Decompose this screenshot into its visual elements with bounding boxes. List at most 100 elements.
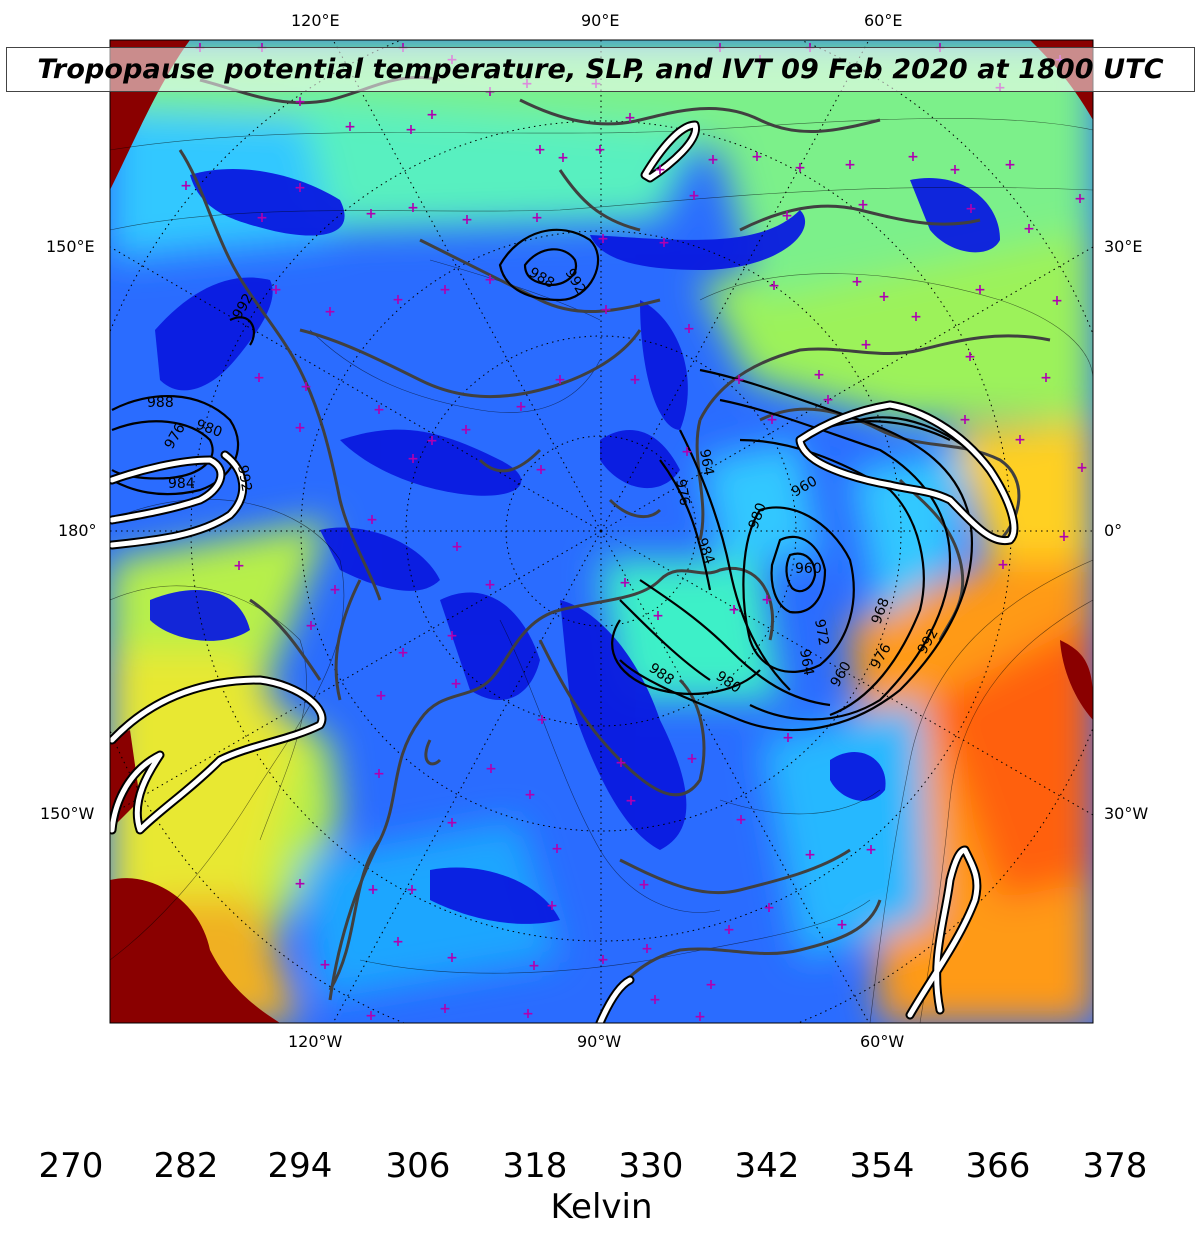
lon-label-top-60e: 60°E xyxy=(864,11,903,30)
station-marker: + xyxy=(822,392,834,408)
station-marker: + xyxy=(392,292,404,308)
colorbar-tick-label: 366 xyxy=(965,1146,1031,1186)
station-marker: + xyxy=(324,304,336,320)
station-marker: + xyxy=(524,787,536,803)
station-marker: + xyxy=(180,178,192,194)
station-marker: + xyxy=(865,842,877,858)
station-marker: + xyxy=(878,289,890,305)
station-marker: + xyxy=(600,302,612,318)
station-marker: + xyxy=(546,898,558,914)
lon-label-left-150e: 150°E xyxy=(46,237,95,256)
colorbar-tick-label: 306 xyxy=(385,1146,451,1186)
theta-field: + + + + + + + + + + + + + + + + + + + + + + + + + + + + + + + + + + + + + + + +… xyxy=(110,40,1093,1024)
coastlines xyxy=(178,75,1051,1023)
station-marker: + xyxy=(964,349,976,365)
station-marker: + xyxy=(439,1001,451,1017)
station-marker: + xyxy=(406,882,418,898)
slp-label: 992 xyxy=(234,464,254,493)
station-marker: + xyxy=(1014,432,1026,448)
station-marker: + xyxy=(949,162,961,178)
station-marker: + xyxy=(531,210,543,226)
lon-label-bottom-120w: 120°W xyxy=(288,1032,343,1051)
station-marker: + xyxy=(733,372,745,388)
lon-label-right-30w: 30°W xyxy=(1104,804,1149,823)
station-marker: + xyxy=(751,149,763,165)
station-marker: + xyxy=(766,412,778,428)
station-marker: + xyxy=(484,272,496,288)
station-marker: + xyxy=(965,201,977,217)
station-marker: + xyxy=(638,877,650,893)
station-marker: + xyxy=(270,282,282,298)
station-marker: + xyxy=(624,110,636,126)
station-marker: + xyxy=(1058,529,1070,545)
station-marker: + xyxy=(723,922,735,938)
station-marker: + xyxy=(782,730,794,746)
station-marker: + xyxy=(761,592,773,608)
plot-title: Tropopause potential temperature, SLP, a… xyxy=(37,54,1164,85)
station-marker: + xyxy=(735,812,747,828)
station-marker: + xyxy=(294,94,306,110)
lon-label-left-180: 180° xyxy=(58,521,97,540)
station-marker: + xyxy=(844,157,856,173)
colorbar-label: Kelvin xyxy=(550,1187,653,1227)
station-marker: + xyxy=(728,602,740,618)
station-marker: + xyxy=(597,952,609,968)
station-marker: + xyxy=(707,152,719,168)
station-marker: + xyxy=(446,815,458,831)
station-marker: + xyxy=(813,367,825,383)
lon-label-bottom-60w: 60°W xyxy=(860,1032,905,1051)
station-marker: + xyxy=(256,210,268,226)
station-marker: + xyxy=(658,235,670,251)
colorbar-tick-label: 354 xyxy=(849,1146,915,1186)
station-marker: + xyxy=(705,977,717,993)
lon-label-left-150w: 150°W xyxy=(40,804,95,823)
station-marker: + xyxy=(365,1008,377,1024)
station-marker: + xyxy=(683,321,695,337)
station-marker: + xyxy=(1074,191,1086,207)
station-marker: + xyxy=(373,766,385,782)
station-marker: + xyxy=(959,412,971,428)
polar-stereographic-map: + + + + + + + + + + + + + + + + + + + + + + + + + + + + + + + + + + + + + + + +… xyxy=(109,39,1094,1024)
slp-label: 964 xyxy=(796,648,816,677)
station-marker: + xyxy=(1023,221,1035,237)
station-marker: + xyxy=(367,882,379,898)
station-marker: + xyxy=(686,751,698,767)
station-marker: + xyxy=(554,372,566,388)
station-marker: + xyxy=(615,755,627,771)
slp-label: 984 xyxy=(168,476,195,492)
station-marker: + xyxy=(551,841,563,857)
station-marker: + xyxy=(654,162,666,178)
colorbar-tick-label: 294 xyxy=(267,1146,333,1186)
station-marker: + xyxy=(974,282,986,298)
station-marker: + xyxy=(484,577,496,593)
station-marker: + xyxy=(461,212,473,228)
station-marker: + xyxy=(407,200,419,216)
lon-label-right-0: 0° xyxy=(1104,521,1123,540)
station-marker: + xyxy=(1040,370,1052,386)
station-marker: + xyxy=(329,582,341,598)
slp-label: 988 xyxy=(147,395,174,411)
surface-station-markers: + + + + + + + + + + + + + + + + + + + + + + + + + + + + + + + + + + + + + + + +… xyxy=(180,40,1088,1024)
station-marker: + xyxy=(365,206,377,222)
station-marker: + xyxy=(536,712,548,728)
station-marker: + xyxy=(641,941,653,957)
slp-contours xyxy=(111,228,981,732)
slp-label: 964 xyxy=(696,448,716,477)
map-frame xyxy=(109,39,1094,1024)
slp-label: 960 xyxy=(795,561,822,577)
station-marker: + xyxy=(294,876,306,892)
station-marker: + xyxy=(375,688,387,704)
station-marker: + xyxy=(528,958,540,974)
station-marker: + xyxy=(688,188,700,204)
station-marker: + xyxy=(344,119,356,135)
colorbar-tick-label: 342 xyxy=(734,1146,800,1186)
station-marker: + xyxy=(1076,460,1088,476)
station-marker: + xyxy=(619,575,631,591)
station-marker: + xyxy=(535,462,547,478)
station-marker: + xyxy=(594,142,606,158)
station-marker: + xyxy=(781,208,793,224)
station-marker: + xyxy=(1004,157,1016,173)
colorbar-tick-label: 330 xyxy=(618,1146,684,1186)
station-marker: + xyxy=(407,451,419,467)
station-marker: + xyxy=(997,557,1009,573)
